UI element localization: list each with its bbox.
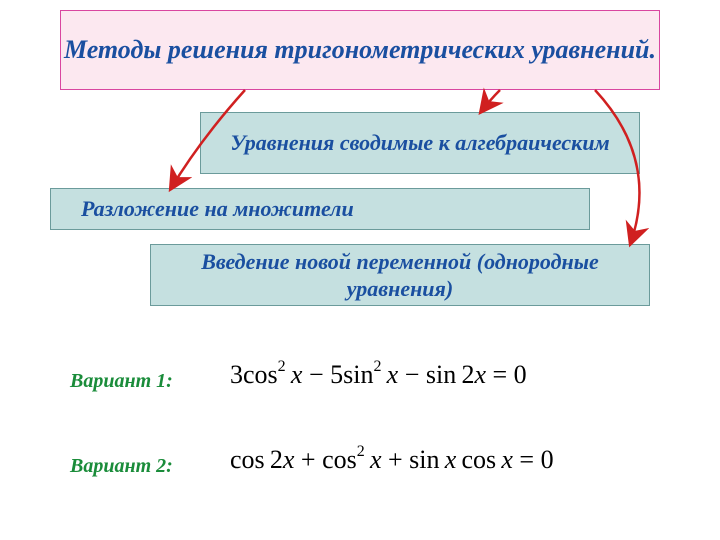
variant-2-label: Вариант 2:	[70, 455, 173, 478]
variant-1-label: Вариант 1:	[70, 370, 173, 393]
equation-2: cos 2x + cos2 x + sin x cos x = 0	[230, 445, 554, 475]
eq2-coef-a: 2	[270, 445, 283, 474]
eq1-coef-b: 5	[330, 360, 343, 389]
method-algebraic: Уравнения сводимые к алгебраическим	[200, 112, 640, 174]
method-factorization: Разложение на множители	[50, 188, 590, 230]
eq1-coef-a: 3	[230, 360, 243, 389]
eq1-coef-c: 2	[461, 360, 474, 389]
equation-1: 3cos2 x − 5sin2 x − sin 2x = 0	[230, 360, 527, 390]
method-substitution: Введение новой переменной (однородные ур…	[150, 244, 650, 306]
main-title: Методы решения тригонометрических уравне…	[60, 10, 660, 90]
